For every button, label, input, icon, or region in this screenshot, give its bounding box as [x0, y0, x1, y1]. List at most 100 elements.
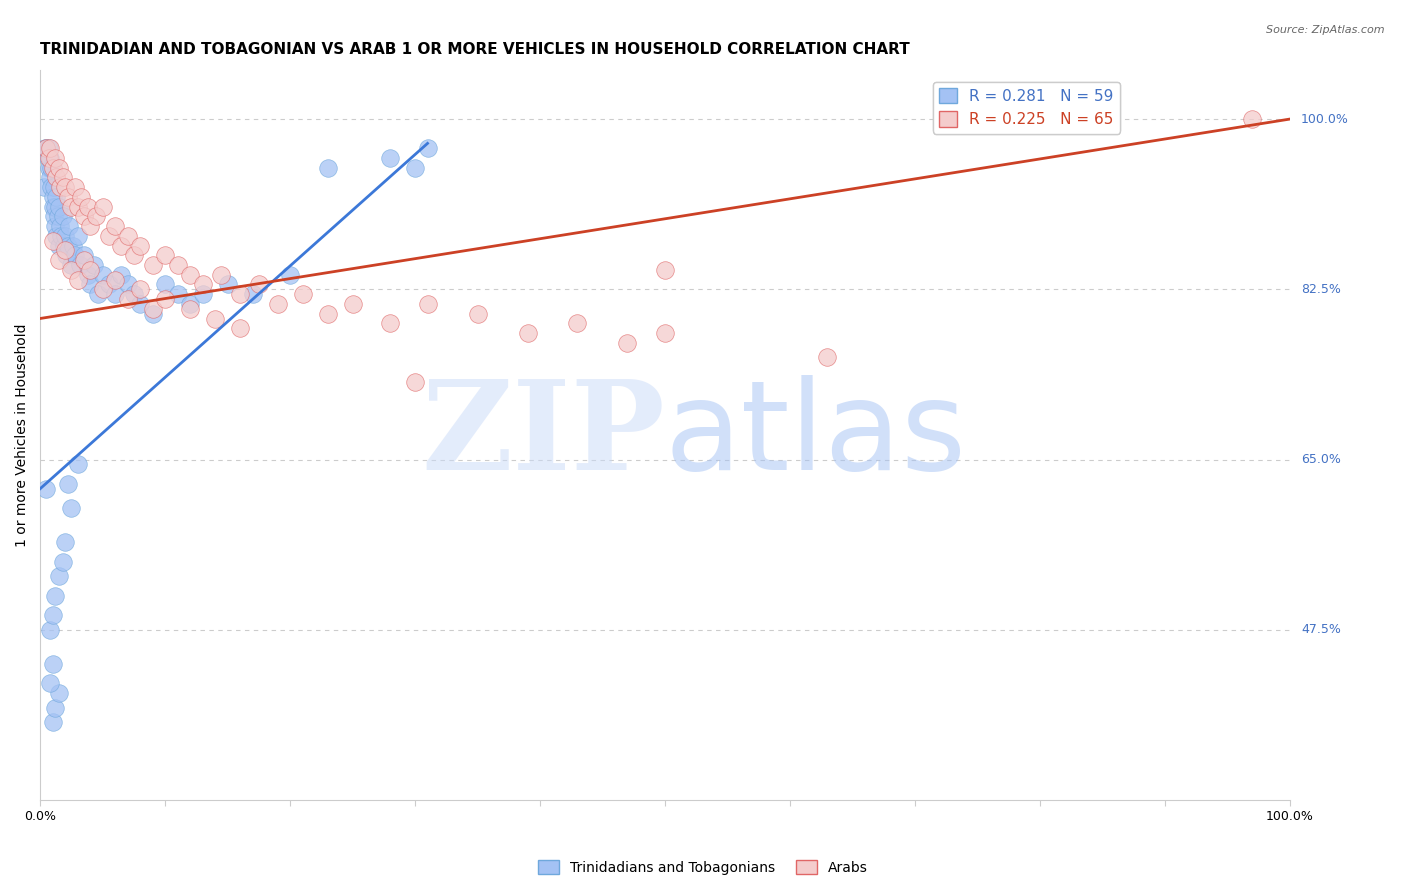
Point [316, 307, 339, 321]
Point [117, 277, 139, 292]
Point [39, 170, 62, 185]
Point [66, 200, 89, 214]
Point [217, 277, 239, 292]
Point [66, 458, 89, 472]
Point [242, 287, 264, 301]
Point [97, 228, 120, 243]
Point [378, 317, 401, 331]
Point [35, 141, 58, 155]
Point [79, 277, 101, 292]
Point [58, 219, 80, 233]
Point [56, 190, 79, 204]
Text: 82.5%: 82.5% [1301, 283, 1341, 296]
Point [53, 180, 76, 194]
Point [416, 297, 439, 311]
Point [52, 170, 75, 185]
Point [60, 258, 83, 272]
Point [79, 219, 101, 233]
Point [378, 151, 401, 165]
Point [76, 200, 98, 214]
Point [654, 326, 676, 340]
Point [191, 277, 214, 292]
Point [41, 161, 63, 175]
Point [129, 297, 152, 311]
Point [117, 292, 139, 306]
Point [52, 210, 75, 224]
Text: 100.0%: 100.0% [1301, 112, 1348, 126]
Point [166, 258, 188, 272]
Point [616, 335, 638, 350]
Point [35, 141, 58, 155]
Point [142, 258, 165, 272]
Point [41, 180, 63, 194]
Point [142, 301, 165, 316]
Legend: R = 0.281   N = 59, R = 0.225   N = 65: R = 0.281 N = 59, R = 0.225 N = 65 [932, 82, 1119, 134]
Point [229, 287, 252, 301]
Point [110, 238, 132, 252]
Point [86, 287, 108, 301]
Point [55, 248, 77, 262]
Point [41, 190, 63, 204]
Point [39, 623, 62, 637]
Point [46, 210, 69, 224]
Point [97, 277, 120, 292]
Point [416, 141, 439, 155]
Point [1241, 112, 1264, 126]
Text: Source: ZipAtlas.com: Source: ZipAtlas.com [1267, 25, 1385, 35]
Point [73, 253, 96, 268]
Point [229, 321, 252, 335]
Point [342, 297, 364, 311]
Point [34, 141, 56, 155]
Point [56, 238, 79, 252]
Point [44, 151, 66, 165]
Point [73, 210, 96, 224]
Point [179, 268, 201, 282]
Point [48, 161, 70, 175]
Point [42, 180, 65, 194]
Point [166, 287, 188, 301]
Point [49, 219, 72, 233]
Point [38, 161, 60, 175]
Point [41, 657, 63, 671]
Point [209, 268, 232, 282]
Point [39, 676, 62, 690]
Point [41, 608, 63, 623]
Point [91, 200, 114, 214]
Point [66, 272, 89, 286]
Point [153, 277, 176, 292]
Point [404, 161, 426, 175]
Point [654, 263, 676, 277]
Point [35, 482, 58, 496]
Point [153, 292, 176, 306]
Point [179, 301, 201, 316]
Point [48, 253, 70, 268]
Point [38, 151, 60, 165]
Y-axis label: 1 or more Vehicles in Household: 1 or more Vehicles in Household [15, 324, 30, 547]
Point [39, 141, 62, 155]
Point [179, 297, 201, 311]
Point [48, 200, 70, 214]
Point [204, 311, 226, 326]
Point [53, 535, 76, 549]
Point [38, 141, 60, 155]
Point [266, 297, 288, 311]
Point [60, 263, 83, 277]
Point [69, 258, 91, 272]
Point [122, 287, 145, 301]
Point [44, 700, 66, 714]
Point [41, 161, 63, 175]
Legend: Trinidadians and Tobagonians, Arabs: Trinidadians and Tobagonians, Arabs [533, 855, 873, 880]
Text: ZIP: ZIP [422, 375, 665, 496]
Point [41, 234, 63, 248]
Point [110, 268, 132, 282]
Point [45, 228, 67, 243]
Point [516, 326, 538, 340]
Point [37, 151, 59, 165]
Point [39, 151, 62, 165]
Point [41, 715, 63, 730]
Point [48, 569, 70, 583]
Point [42, 210, 65, 224]
Point [60, 501, 83, 516]
Point [117, 228, 139, 243]
Point [51, 228, 73, 243]
